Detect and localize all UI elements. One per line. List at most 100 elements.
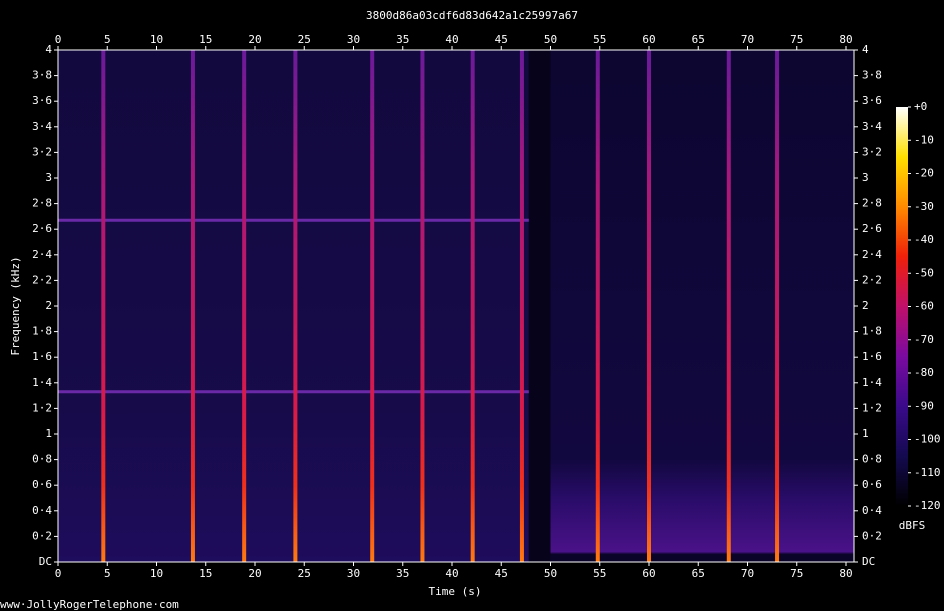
y-tick-label: 0·8 — [862, 453, 882, 466]
y-tick-label: 1·2 — [32, 401, 52, 414]
click — [519, 50, 524, 562]
x-tick-label: 30 — [347, 33, 360, 46]
y-tick-label: 1·8 — [862, 325, 882, 338]
x-tick-label: 35 — [396, 33, 409, 46]
y-tick-label: 2·4 — [32, 248, 52, 261]
x-tick-label: 15 — [199, 567, 212, 580]
y-tick-label: 2·8 — [32, 197, 52, 210]
colorbar-tick-label: -70 — [914, 333, 934, 346]
y-tick-label: 3·2 — [862, 145, 882, 158]
colorbar-tick-label: -60 — [914, 300, 934, 313]
x-tick-label: 70 — [741, 33, 754, 46]
y-tick-label: 2 — [862, 299, 869, 312]
x-tick-label: 75 — [790, 33, 803, 46]
x-tick-label: 55 — [593, 567, 606, 580]
colorbar-tick-label: -120 — [914, 499, 941, 512]
y-tick-label: 0·4 — [32, 504, 52, 517]
x-axis-label: Time (s) — [429, 585, 482, 598]
y-tick-label: 2·2 — [862, 273, 882, 286]
footer: www·JollyRogerTelephone·com — [0, 598, 179, 611]
click — [242, 50, 247, 562]
chart-title: 3800d86a03cdf6d83d642a1c25997a67 — [366, 9, 578, 22]
y-tick-label: 3 — [45, 171, 52, 184]
click — [370, 50, 375, 562]
colorbar-tick-label: -20 — [914, 167, 934, 180]
y-tick-label: 2 — [45, 299, 52, 312]
colorbar-tick-label: -50 — [914, 266, 934, 279]
y-tick-label: 3·2 — [32, 145, 52, 158]
background — [550, 50, 854, 562]
y-tick-label: 2·8 — [862, 197, 882, 210]
y-tick-label: 2·4 — [862, 248, 882, 261]
y-tick-label: 1 — [862, 427, 869, 440]
y-tick-label: 3·8 — [32, 69, 52, 82]
y-tick-label: 0·2 — [32, 529, 52, 542]
x-tick-label: 0 — [55, 33, 62, 46]
y-tick-label: DC — [39, 555, 52, 568]
y-tick-label: 3·8 — [862, 69, 882, 82]
click — [775, 50, 780, 562]
x-tick-label: 5 — [104, 33, 111, 46]
y-tick-label: 3·6 — [862, 94, 882, 107]
colorbar-tick-label: -100 — [914, 433, 941, 446]
colorbar-tick-label: -10 — [914, 133, 934, 146]
x-tick-label: 5 — [104, 567, 111, 580]
x-tick-label: 15 — [199, 33, 212, 46]
click — [101, 50, 106, 562]
x-tick-label: 55 — [593, 33, 606, 46]
colorbar-label: dBFS — [899, 519, 926, 532]
y-tick-label: 3·6 — [32, 94, 52, 107]
x-tick-label: 35 — [396, 567, 409, 580]
x-tick-label: 50 — [544, 33, 557, 46]
y-tick-label: 1·6 — [862, 350, 882, 363]
colorbar-tick-label: -80 — [914, 366, 934, 379]
y-tick-label: 1·8 — [32, 325, 52, 338]
x-tick-label: 30 — [347, 567, 360, 580]
x-tick-label: 25 — [298, 567, 311, 580]
click — [647, 50, 651, 562]
y-tick-label: 0·6 — [32, 478, 52, 491]
silence — [528, 50, 551, 562]
colorbar-tick-label: -110 — [914, 466, 941, 479]
x-tick-label: 70 — [741, 567, 754, 580]
x-tick-label: 40 — [445, 33, 458, 46]
y-tick-label: 4 — [45, 43, 52, 56]
y-tick-label: DC — [862, 555, 875, 568]
x-tick-label: 80 — [839, 33, 852, 46]
x-tick-label: 80 — [839, 567, 852, 580]
x-tick-label: 20 — [248, 567, 261, 580]
y-tick-label: 0·6 — [862, 478, 882, 491]
y-tick-label: 0·8 — [32, 453, 52, 466]
y-tick-label: 0·2 — [862, 529, 882, 542]
x-tick-label: 45 — [495, 33, 508, 46]
x-tick-label: 60 — [642, 33, 655, 46]
x-tick-label: 20 — [248, 33, 261, 46]
x-tick-label: 65 — [692, 33, 705, 46]
x-tick-label: 60 — [642, 567, 655, 580]
colorbar-tick-label: -40 — [914, 233, 934, 246]
colorbar-tick-label: -30 — [914, 200, 934, 213]
x-tick-label: 10 — [150, 33, 163, 46]
click — [595, 50, 600, 562]
y-tick-label: 1 — [45, 427, 52, 440]
x-tick-label: 0 — [55, 567, 62, 580]
y-tick-label: 3 — [862, 171, 869, 184]
y-tick-label: 3·4 — [862, 120, 882, 133]
y-tick-label: 2·6 — [32, 222, 52, 235]
x-tick-label: 75 — [790, 567, 803, 580]
y-tick-label: 1·6 — [32, 350, 52, 363]
y-axis-label: Frequency (kHz) — [9, 256, 22, 355]
y-tick-label: 1·2 — [862, 401, 882, 414]
x-tick-label: 50 — [544, 567, 557, 580]
click — [726, 50, 731, 562]
click — [470, 50, 475, 562]
x-tick-label: 45 — [495, 567, 508, 580]
colorbar — [896, 107, 908, 506]
colorbar-tick-label: +0 — [914, 100, 927, 113]
x-tick-label: 65 — [692, 567, 705, 580]
click — [420, 50, 425, 562]
y-tick-label: 1·4 — [862, 376, 882, 389]
colorbar-tick-label: -90 — [914, 399, 934, 412]
